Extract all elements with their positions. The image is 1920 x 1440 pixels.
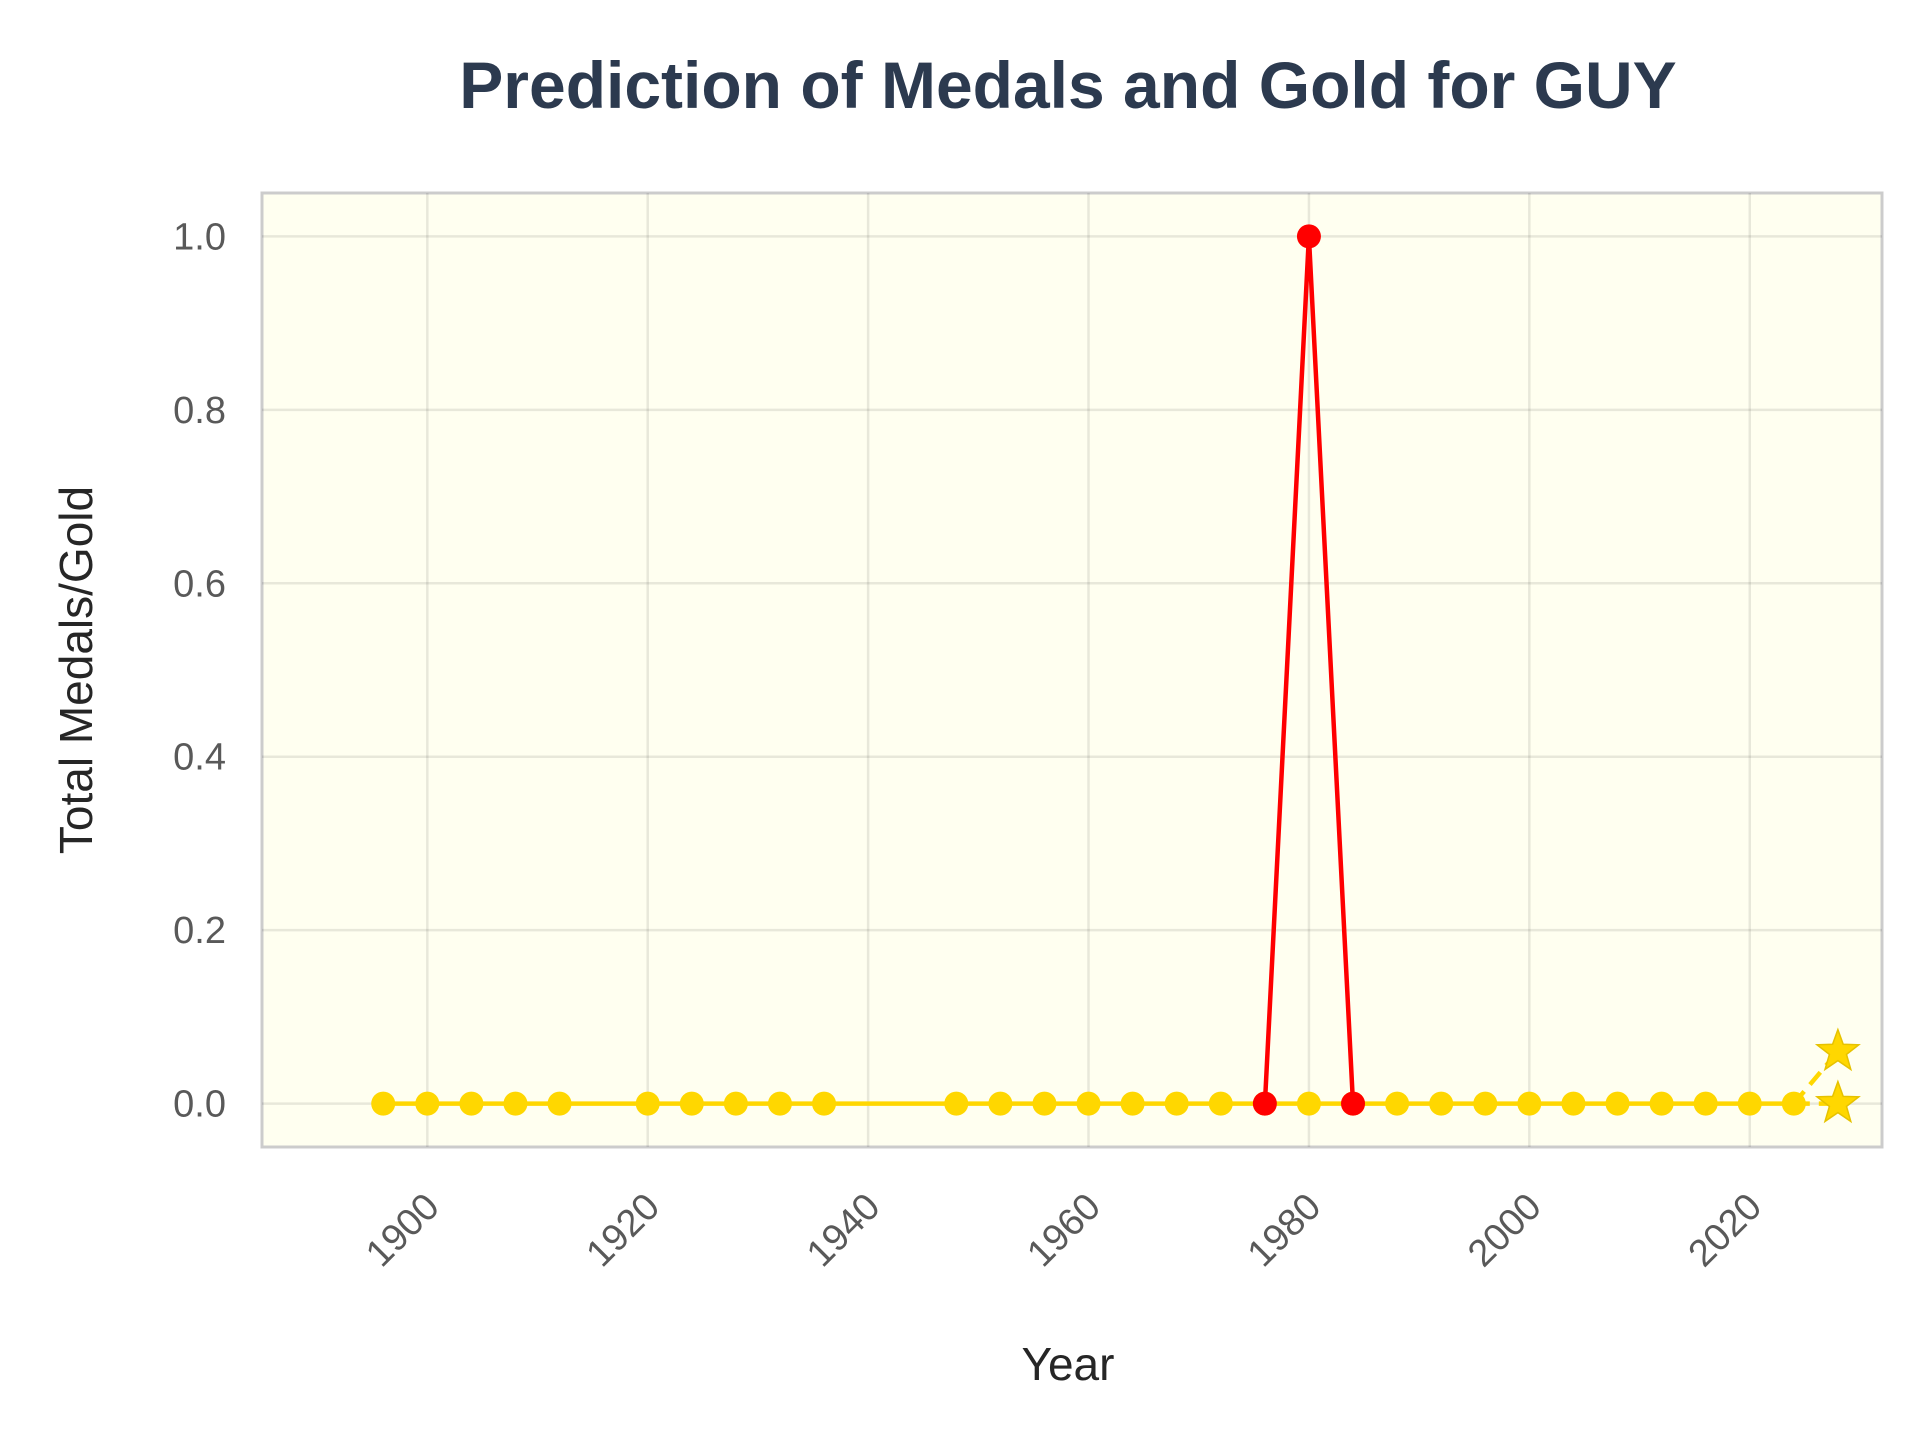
data-point xyxy=(1429,1091,1454,1116)
data-point xyxy=(767,1091,792,1116)
y-tick-label: 1.0 xyxy=(173,216,226,258)
data-point xyxy=(1208,1091,1233,1116)
data-point xyxy=(1649,1091,1674,1116)
data-point xyxy=(1517,1091,1542,1116)
data-point xyxy=(723,1091,748,1116)
data-point xyxy=(547,1091,572,1116)
data-point xyxy=(371,1091,396,1116)
data-point xyxy=(1296,1091,1321,1116)
y-tick-label: 0.6 xyxy=(173,563,226,605)
data-point xyxy=(459,1091,484,1116)
data-point-star xyxy=(1814,1027,1861,1072)
data-point xyxy=(1341,1091,1366,1116)
chart-title: Prediction of Medals and Gold for GUY xyxy=(459,48,1676,122)
data-point xyxy=(1605,1091,1630,1116)
data-point xyxy=(1693,1091,1718,1116)
series-total-medals xyxy=(1252,224,1366,1116)
data-point xyxy=(944,1091,969,1116)
y-tick-label: 0.8 xyxy=(173,390,226,432)
data-point xyxy=(1120,1091,1145,1116)
series-layer xyxy=(371,224,1861,1124)
x-tick-label: 2000 xyxy=(1460,1186,1549,1275)
x-tick-label: 2020 xyxy=(1681,1186,1770,1275)
plot-area xyxy=(260,191,1884,1149)
data-point xyxy=(812,1091,837,1116)
data-point-star xyxy=(1814,1079,1861,1124)
data-point xyxy=(1252,1091,1277,1116)
data-point xyxy=(1164,1091,1189,1116)
x-tick-label: 1960 xyxy=(1019,1186,1108,1275)
x-axis-label: Year xyxy=(1022,1338,1115,1390)
x-tick-label: 1940 xyxy=(799,1186,888,1275)
x-tick-label: 1900 xyxy=(358,1186,447,1275)
data-point xyxy=(503,1091,528,1116)
x-tick-label: 1920 xyxy=(579,1186,668,1275)
data-point xyxy=(988,1091,1013,1116)
data-point xyxy=(679,1091,704,1116)
data-point xyxy=(1032,1091,1057,1116)
grid xyxy=(262,193,1882,1147)
data-point xyxy=(415,1091,440,1116)
data-point xyxy=(635,1091,660,1116)
x-tick-label: 1980 xyxy=(1240,1186,1329,1275)
data-point xyxy=(1737,1091,1762,1116)
series-prediction-medals xyxy=(1792,1027,1861,1106)
data-point xyxy=(1296,224,1321,249)
data-point xyxy=(1473,1091,1498,1116)
y-tick-label: 0.4 xyxy=(173,737,226,779)
data-point xyxy=(1561,1091,1586,1116)
y-axis-label: Total Medals/Gold xyxy=(50,486,102,854)
series-prediction-gold xyxy=(1793,1079,1861,1124)
y-tick-label: 0.2 xyxy=(173,910,226,952)
y-tick-label: 0.0 xyxy=(173,1084,226,1126)
data-point xyxy=(1076,1091,1101,1116)
data-point xyxy=(1385,1091,1410,1116)
